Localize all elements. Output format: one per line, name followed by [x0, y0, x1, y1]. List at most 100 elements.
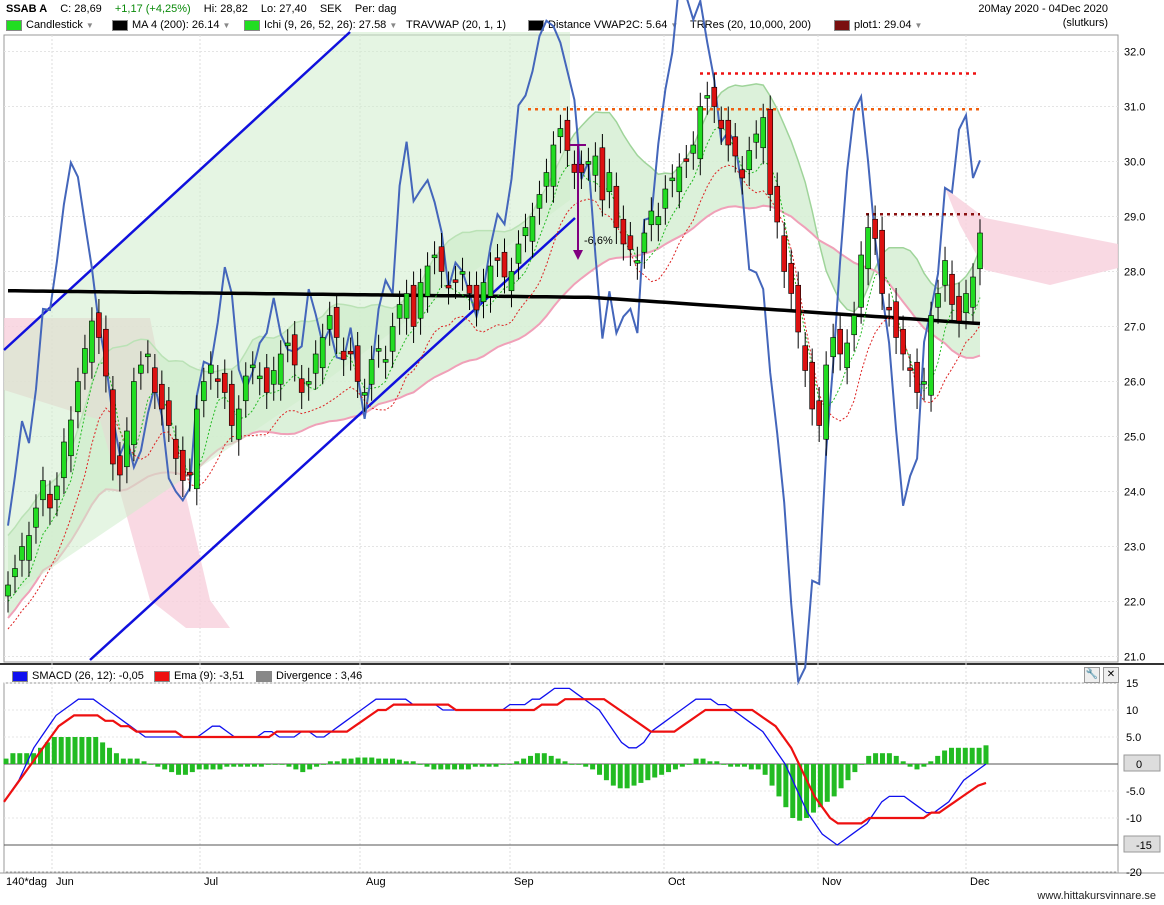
ichimoku-cloud-pink [945, 188, 1118, 285]
candle-up [138, 364, 144, 374]
legend-label: Ema (9): -3,51 [174, 670, 245, 682]
candle-up [851, 315, 857, 336]
divergence-bar [969, 747, 975, 764]
settings-icon[interactable]: 🔧 [1084, 667, 1100, 683]
candle-down [159, 383, 165, 410]
divergence-bar [86, 737, 92, 764]
divergence-bar [645, 764, 651, 781]
candle-up [33, 507, 39, 528]
candle-down [340, 350, 347, 360]
divergence-bar [182, 764, 188, 775]
candle-down [354, 345, 361, 382]
chevron-down-icon[interactable]: ▼ [389, 20, 398, 30]
candle-down [564, 119, 571, 151]
indicator-tick-label: -15 [1136, 840, 1152, 852]
candle-up [977, 232, 983, 270]
candle-down [180, 449, 186, 481]
price-tick-label: 21.0 [1124, 652, 1145, 664]
channel-area [4, 32, 570, 600]
legend-ichimoku[interactable]: Ichi (9, 26, 52, 26): 27.58 ▼ [244, 18, 397, 32]
divergence-bar [341, 758, 347, 764]
candle-up [277, 353, 284, 385]
candle-down [333, 306, 340, 338]
divergence-bar [555, 758, 561, 764]
divergence-bar [610, 764, 616, 786]
candle-up [361, 392, 368, 396]
candle-up [242, 375, 249, 402]
divergence-bar [107, 747, 113, 764]
candle-up [459, 271, 466, 275]
divergence-bar [859, 764, 865, 765]
candle-up [124, 430, 130, 468]
divergence-bar [486, 764, 492, 767]
divergence-bar [603, 764, 609, 781]
candle-down [452, 279, 459, 283]
chevron-down-icon[interactable]: ▼ [85, 20, 94, 30]
candle-up [942, 260, 948, 286]
candle-up [12, 568, 18, 578]
candle-up [970, 276, 976, 308]
candle-up [697, 106, 704, 160]
chevron-down-icon[interactable]: ▼ [222, 20, 231, 30]
legend-label: Ichi (9, 26, 52, 26): 27.58 [264, 19, 387, 31]
indicator-tick-label: 15 [1126, 678, 1138, 690]
month-label-aug: Aug [366, 876, 386, 888]
legend-label: SMACD (26, 12): -0,05 [32, 670, 144, 682]
legend-label: TRRes (20, 10,000, 200) [690, 19, 812, 31]
candle-up [606, 172, 613, 193]
candle-down [914, 361, 920, 393]
candle-down [117, 455, 123, 476]
month-label-dec: Dec [970, 876, 990, 888]
candle-down [879, 229, 885, 294]
legend-divergence[interactable]: Divergence : 3,46 [256, 669, 362, 683]
candle-up [669, 177, 676, 182]
divergence-bar [783, 764, 789, 808]
chevron-down-icon[interactable]: ▼ [914, 20, 923, 30]
legend-travwap[interactable]: TRAVWAP (20, 1, 1) [406, 18, 506, 32]
candle-up [935, 293, 941, 308]
candle-down [907, 367, 913, 371]
divergence-bar [817, 764, 823, 808]
divergence-bar [962, 747, 968, 764]
divergence-bar [597, 764, 603, 775]
candle-up [858, 254, 864, 308]
legend-ma[interactable]: MA 4 (200): 26.14 ▼ [112, 18, 230, 32]
divergence-bar [458, 764, 464, 770]
divergence-bar [231, 764, 237, 767]
legend-smacd[interactable]: SMACD (26, 12): -0,05 [12, 669, 144, 683]
close-icon[interactable]: ✕ [1103, 667, 1119, 683]
candle-down [627, 235, 634, 250]
candle-up [389, 326, 396, 352]
divergence-bar [831, 764, 837, 797]
candle-up [543, 172, 550, 187]
legend-candlestick[interactable]: Candlestick ▼ [6, 18, 94, 32]
candle-up [89, 320, 95, 363]
legend-plot1[interactable]: plot1: 29.04 ▼ [834, 18, 922, 32]
divergence-bar [631, 764, 637, 786]
kijun-dotted-line [7, 164, 981, 630]
indicator-tick-label: 5.0 [1126, 732, 1141, 744]
candle-down [494, 257, 501, 261]
divergence-bar [196, 764, 202, 770]
candle-up [550, 144, 557, 187]
divergence-bar [424, 764, 430, 767]
divergence-bar [521, 758, 527, 764]
legend-trres[interactable]: TRRes (20, 10,000, 200) [690, 18, 811, 32]
candle-down [599, 147, 606, 201]
ticker-symbol: SSAB A [6, 3, 48, 15]
chart-header: SSAB A C: 28,69 +1,17 (+4,25%) Hi: 28,82… [0, 0, 1164, 34]
candle-down [809, 361, 815, 410]
candle-up [480, 282, 487, 303]
divergence-bar [900, 761, 906, 764]
candle-up [746, 150, 753, 171]
divergence-bar [465, 764, 471, 770]
candle-up [529, 216, 536, 242]
candle-down [781, 235, 788, 272]
divergence-bar [735, 764, 741, 767]
legend-ema[interactable]: Ema (9): -3,51 [154, 669, 244, 683]
divergence-bar [431, 764, 437, 770]
candlestick-swatch [6, 19, 22, 31]
month-label-sep: Sep [514, 876, 534, 888]
divergence-bar [797, 764, 803, 821]
